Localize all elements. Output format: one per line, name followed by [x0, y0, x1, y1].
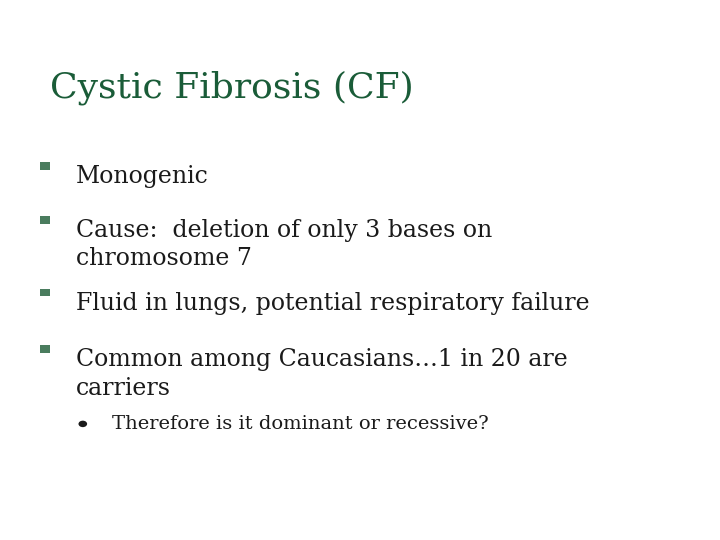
Text: Fluid in lungs, potential respiratory failure: Fluid in lungs, potential respiratory fa… — [76, 292, 589, 315]
FancyBboxPatch shape — [40, 346, 50, 353]
FancyBboxPatch shape — [40, 289, 50, 296]
Text: Common among Caucasians…1 in 20 are
carriers: Common among Caucasians…1 in 20 are carr… — [76, 348, 567, 400]
Text: Monogenic: Monogenic — [76, 165, 208, 188]
Text: Cystic Fibrosis (CF): Cystic Fibrosis (CF) — [50, 70, 414, 105]
FancyBboxPatch shape — [40, 162, 50, 170]
Text: Therefore is it dominant or recessive?: Therefore is it dominant or recessive? — [112, 415, 488, 433]
FancyBboxPatch shape — [40, 216, 50, 224]
Circle shape — [78, 421, 87, 427]
Text: Cause:  deletion of only 3 bases on
chromosome 7: Cause: deletion of only 3 bases on chrom… — [76, 219, 492, 270]
